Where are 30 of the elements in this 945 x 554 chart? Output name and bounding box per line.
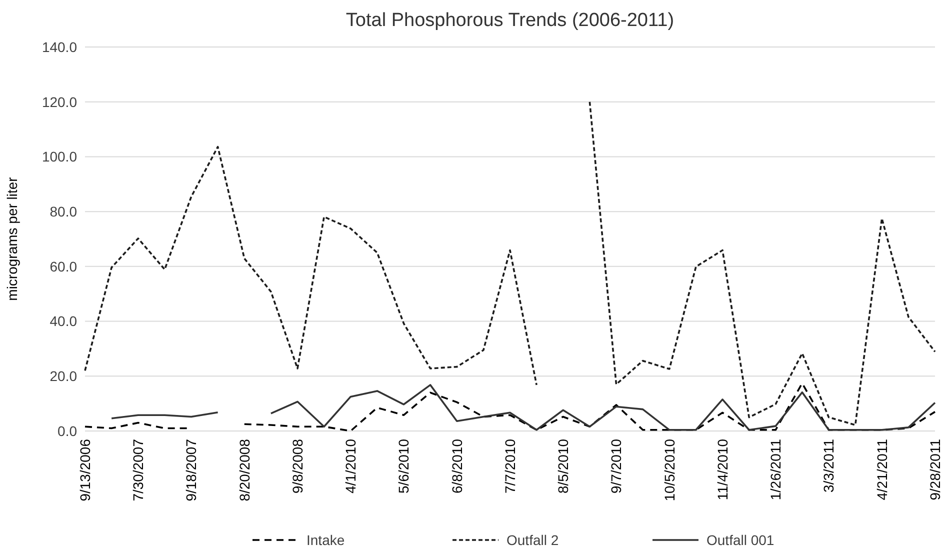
y-tick-label: 140.0 — [42, 38, 78, 55]
x-tick-label: 11/4/2010 — [714, 438, 730, 500]
x-tick-label: 3/3/2011 — [820, 438, 837, 492]
x-tick-label: 7/30/2007 — [130, 438, 146, 502]
x-tick-label: 8/20/2008 — [236, 438, 252, 502]
x-tick-label: 7/7/2010 — [502, 438, 518, 494]
x-tick-label: 1/26/2011 — [768, 438, 784, 500]
x-tick-label: 9/28/2011 — [926, 438, 943, 500]
y-tick-label: 60.0 — [50, 258, 78, 274]
x-tick-label: 10/5/2010 — [661, 438, 678, 502]
x-tick-label: 4/21/2011 — [874, 438, 890, 500]
legend-label: Outfall 2 — [506, 532, 559, 548]
x-tick-label: 8/5/2010 — [555, 438, 572, 494]
legend-label: Intake — [306, 532, 345, 548]
y-tick-label: 80.0 — [50, 203, 78, 220]
x-tick-label: 9/18/2007 — [183, 438, 200, 502]
y-tick-label: 20.0 — [50, 368, 78, 384]
x-tick-label: 4/1/2010 — [342, 438, 359, 494]
y-tick-label: 100.0 — [42, 148, 78, 165]
x-tick-label: 9/13/2006 — [76, 438, 93, 502]
x-tick-label: 9/7/2010 — [608, 438, 624, 494]
y-tick-label: 120.0 — [42, 94, 78, 110]
x-tick-label: 6/8/2010 — [448, 438, 465, 494]
x-tick-label: 5/6/2010 — [396, 438, 412, 494]
legend-label: Outfall 001 — [706, 532, 774, 548]
y-tick-label: 40.0 — [50, 313, 78, 330]
chart-title: Total Phosphorous Trends (2006-2011) — [346, 10, 674, 31]
y-axis-title: micrograms per liter — [4, 176, 20, 301]
y-tick-label: 0.0 — [58, 422, 78, 439]
x-tick-label: 9/8/2008 — [289, 438, 306, 494]
